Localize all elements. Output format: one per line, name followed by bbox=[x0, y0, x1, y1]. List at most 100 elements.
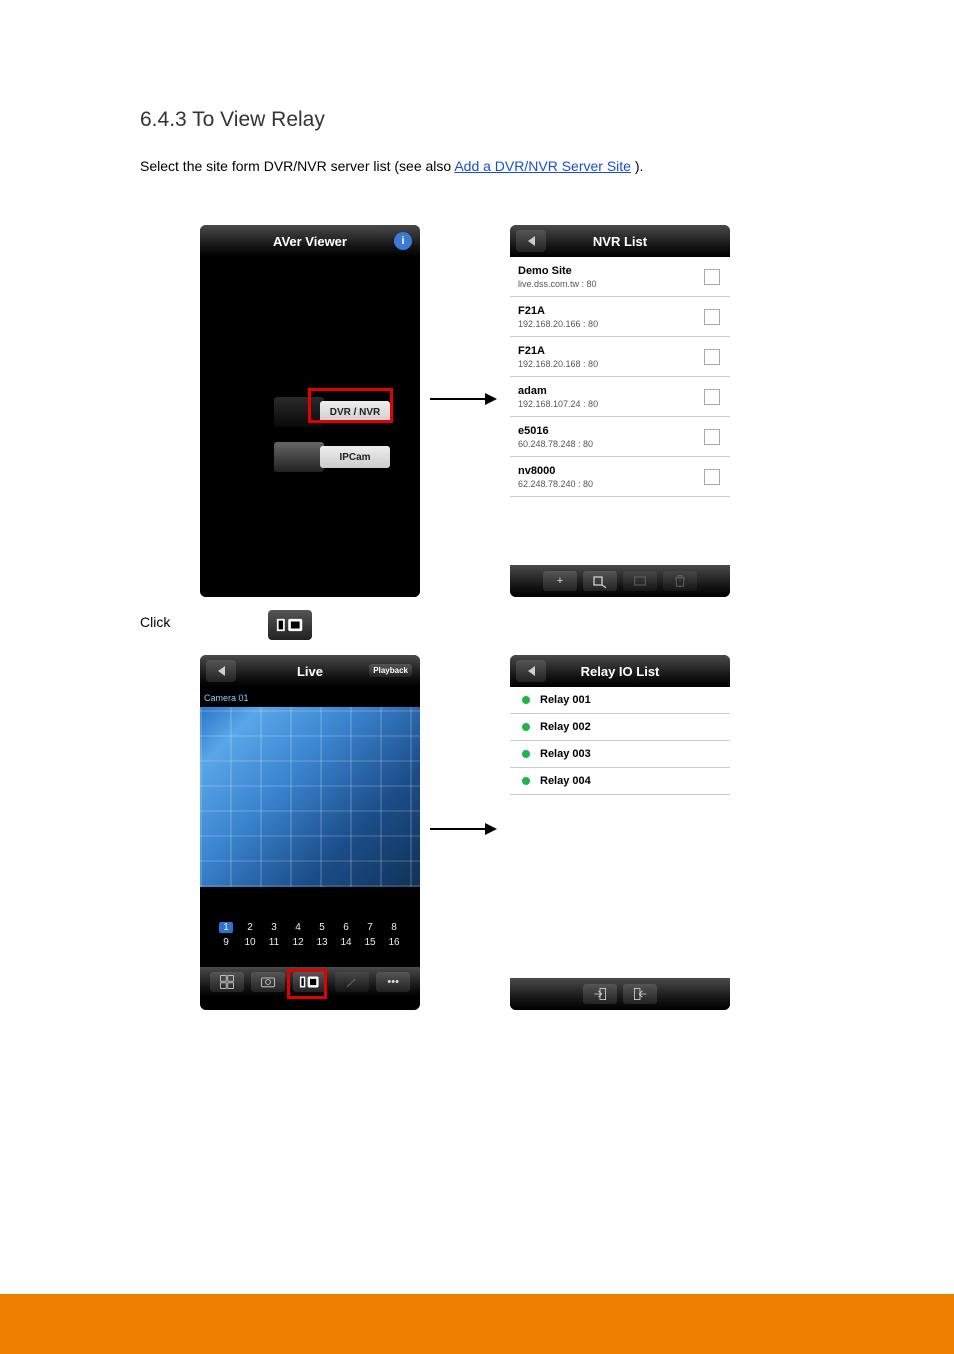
status-dot bbox=[522, 696, 530, 704]
channel-12[interactable]: 12 bbox=[291, 937, 305, 948]
info-icon[interactable]: i bbox=[394, 232, 412, 250]
ipcam-thumb bbox=[274, 442, 324, 472]
list-item[interactable]: Demo Site live.dss.com.tw : 80 bbox=[510, 257, 730, 297]
list-item[interactable]: F21A 192.168.20.168 : 80 bbox=[510, 337, 730, 377]
channel-13[interactable]: 13 bbox=[315, 937, 329, 948]
phone-aver-viewer: AVer Viewer i DVR / NVR IPCam bbox=[200, 225, 420, 597]
playback-button[interactable]: Playback bbox=[369, 664, 412, 677]
relay-list-body: Relay 001 Relay 002 Relay 003 Relay 004 bbox=[510, 687, 730, 978]
item-title: F21A bbox=[518, 345, 722, 357]
ipcam-button[interactable]: IPCam bbox=[320, 446, 390, 468]
joystick-icon bbox=[344, 974, 360, 990]
live-video[interactable] bbox=[200, 707, 420, 887]
channel-14[interactable]: 14 bbox=[339, 937, 353, 948]
item-sub: 60.248.78.248 : 80 bbox=[518, 439, 722, 449]
io-icon bbox=[276, 616, 304, 634]
click-text: Click bbox=[140, 614, 170, 630]
item-title: e5016 bbox=[518, 425, 722, 437]
list-item[interactable]: Relay 001 bbox=[510, 687, 730, 714]
grid-view-button[interactable] bbox=[210, 972, 244, 992]
grid-icon bbox=[219, 974, 235, 990]
phone-live: Live Playback Camera 01 ‹ › 1 2 3 4 5 6 … bbox=[200, 655, 420, 1010]
channel-2[interactable]: 2 bbox=[243, 922, 257, 933]
edit-icon bbox=[632, 573, 648, 589]
item-sub: 192.168.20.168 : 80 bbox=[518, 359, 722, 369]
channel-7[interactable]: 7 bbox=[363, 922, 377, 933]
channel-11[interactable]: 11 bbox=[267, 937, 281, 948]
channel-6[interactable]: 6 bbox=[339, 922, 353, 933]
relay-titlebar: Relay IO List bbox=[510, 655, 730, 687]
intro-text-2: ). bbox=[635, 158, 644, 174]
aver-title: AVer Viewer bbox=[273, 234, 347, 249]
channel-15[interactable]: 15 bbox=[363, 937, 377, 948]
select-checkbox[interactable] bbox=[704, 469, 720, 485]
relay-in-button[interactable] bbox=[583, 984, 617, 1004]
intro-text-1: Select the site form DVR/NVR server list… bbox=[140, 158, 454, 174]
channel-9[interactable]: 9 bbox=[219, 937, 233, 948]
item-title: Demo Site bbox=[518, 265, 722, 277]
status-dot bbox=[522, 750, 530, 758]
channel-10[interactable]: 10 bbox=[243, 937, 257, 948]
back-icon bbox=[218, 666, 225, 676]
live-title: Live bbox=[297, 664, 323, 679]
channel-8[interactable]: 8 bbox=[387, 922, 401, 933]
back-icon bbox=[528, 666, 535, 676]
select-checkbox[interactable] bbox=[704, 389, 720, 405]
intro-paragraph: Select the site form DVR/NVR server list… bbox=[140, 155, 643, 177]
relay-out-button[interactable] bbox=[623, 984, 657, 1004]
item-title: nv8000 bbox=[518, 465, 722, 477]
arrow-1 bbox=[430, 398, 495, 400]
list-item[interactable]: adam 192.168.107.24 : 80 bbox=[510, 377, 730, 417]
item-sub: 62.248.78.240 : 80 bbox=[518, 479, 722, 489]
trash-icon bbox=[672, 573, 688, 589]
list-item[interactable]: F21A 192.168.20.166 : 80 bbox=[510, 297, 730, 337]
channel-5[interactable]: 5 bbox=[315, 922, 329, 933]
item-title: Relay 004 bbox=[540, 775, 591, 787]
channel-4[interactable]: 4 bbox=[291, 922, 305, 933]
live-body: Camera 01 ‹ › 1 2 3 4 5 6 7 8 9 10 11 12… bbox=[200, 687, 420, 997]
item-sub: 192.168.107.24 : 80 bbox=[518, 399, 722, 409]
channel-16[interactable]: 16 bbox=[387, 937, 401, 948]
item-title: adam bbox=[518, 385, 722, 397]
list-item[interactable]: nv8000 62.248.78.240 : 80 bbox=[510, 457, 730, 497]
nvr-list-body: Demo Site live.dss.com.tw : 80 F21A 192.… bbox=[510, 257, 730, 565]
intro-link[interactable]: Add a DVR/NVR Server Site bbox=[454, 158, 631, 174]
back-button[interactable] bbox=[516, 230, 546, 252]
live-titlebar: Live Playback bbox=[200, 655, 420, 687]
search-button[interactable] bbox=[583, 571, 617, 591]
select-checkbox[interactable] bbox=[704, 269, 720, 285]
phone-relay: Relay IO List Relay 001 Relay 002 Relay … bbox=[510, 655, 730, 1010]
back-button[interactable] bbox=[516, 660, 546, 682]
highlight-dvr bbox=[308, 388, 393, 423]
back-button[interactable] bbox=[206, 660, 236, 682]
camera-icon bbox=[260, 974, 276, 990]
ptz-button[interactable] bbox=[335, 972, 369, 992]
channel-1[interactable]: 1 bbox=[219, 922, 233, 933]
nvr-title: NVR List bbox=[593, 234, 647, 249]
select-checkbox[interactable] bbox=[704, 429, 720, 445]
list-item[interactable]: e5016 60.248.78.248 : 80 bbox=[510, 417, 730, 457]
channel-3[interactable]: 3 bbox=[267, 922, 281, 933]
snapshot-button[interactable] bbox=[251, 972, 285, 992]
add-button[interactable]: + bbox=[543, 571, 577, 591]
channel-grid: 1 2 3 4 5 6 7 8 9 10 11 12 13 14 15 16 bbox=[200, 907, 420, 963]
relay-toggle-icon bbox=[268, 610, 312, 640]
item-sub: 192.168.20.166 : 80 bbox=[518, 319, 722, 329]
phone-nvr-list: NVR List Demo Site live.dss.com.tw : 80 … bbox=[510, 225, 730, 597]
list-item[interactable]: Relay 002 bbox=[510, 714, 730, 741]
more-button[interactable]: ••• bbox=[376, 972, 410, 992]
status-dot bbox=[522, 723, 530, 731]
list-item[interactable]: Relay 003 bbox=[510, 741, 730, 768]
list-item[interactable]: Relay 004 bbox=[510, 768, 730, 795]
delete-button[interactable] bbox=[663, 571, 697, 591]
select-checkbox[interactable] bbox=[704, 309, 720, 325]
arrow-2 bbox=[430, 828, 495, 830]
search-icon bbox=[592, 573, 608, 589]
out-icon bbox=[632, 986, 648, 1002]
edit-button[interactable] bbox=[623, 571, 657, 591]
back-icon bbox=[528, 236, 535, 246]
select-checkbox[interactable] bbox=[704, 349, 720, 365]
channel-row-2: 9 10 11 12 13 14 15 16 bbox=[219, 937, 401, 948]
camera-label: Camera 01 bbox=[204, 693, 249, 703]
footer-band bbox=[0, 1294, 954, 1354]
